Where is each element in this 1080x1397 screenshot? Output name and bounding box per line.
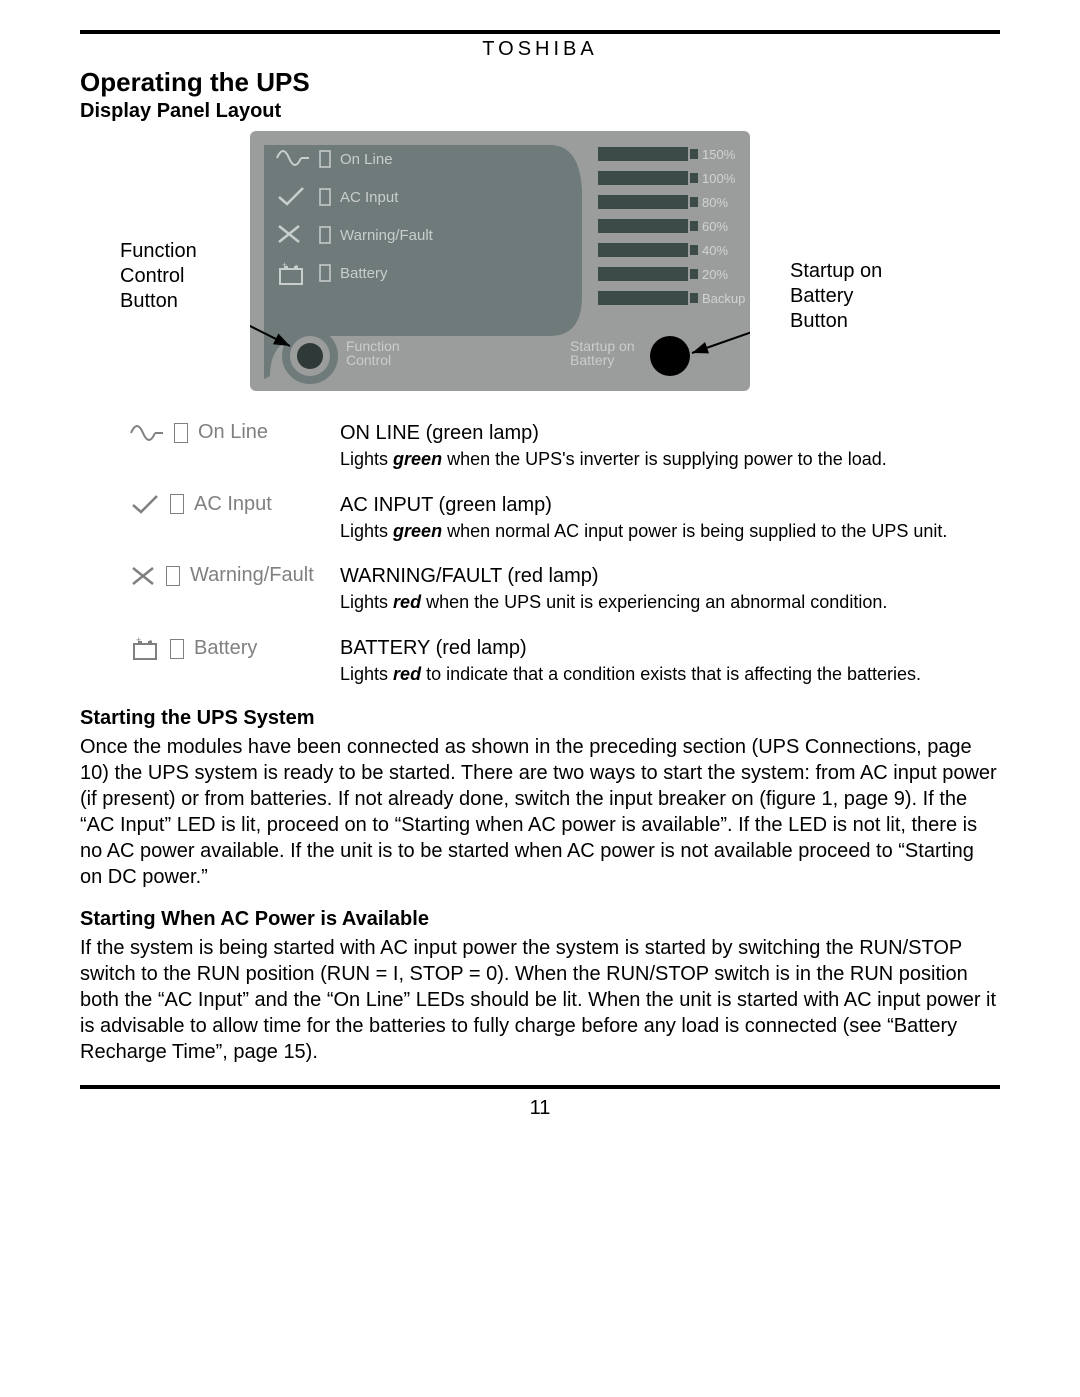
svg-text:On Line: On Line: [340, 151, 393, 168]
indicator-text: AC INPUT (green lamp) Lights green when …: [340, 493, 1000, 543]
page-title: Operating the UPS: [80, 67, 1000, 98]
led-icon: [170, 639, 184, 659]
indicator-keyword: red: [393, 664, 421, 684]
indicator-title: ON LINE (green lamp): [340, 421, 1000, 446]
callout-function-control: FunctionControlButton: [120, 239, 230, 314]
indicator-row: Warning/Fault WARNING/FAULT (red lamp) L…: [80, 564, 1000, 614]
para-starting-ups: Once the modules have been connected as …: [80, 734, 1000, 890]
header-rule: [80, 30, 1000, 34]
indicator-definitions: On Line ON LINE (green lamp) Lights gree…: [80, 421, 1000, 685]
svg-text:Battery: Battery: [340, 265, 388, 282]
svg-text:Backup: Backup: [702, 291, 745, 306]
indicator-body: Lights green when the UPS's inverter is …: [340, 448, 1000, 471]
indicator-keyword: green: [393, 449, 442, 469]
led-icon: [174, 423, 188, 443]
para-starting-ac: If the system is being started with AC i…: [80, 935, 1000, 1065]
section-starting-ups: Starting the UPS System: [80, 707, 1000, 730]
callout-startup-battery: Startup onBatteryButton: [790, 259, 930, 334]
brand-label: TOSHIBA: [80, 38, 1000, 61]
indicator-icon: On Line: [80, 421, 340, 444]
indicator-row: On Line ON LINE (green lamp) Lights gree…: [80, 421, 1000, 471]
section-starting-ac: Starting When AC Power is Available: [80, 908, 1000, 931]
svg-text:Warning/Fault: Warning/Fault: [340, 227, 434, 244]
indicator-text: ON LINE (green lamp) Lights green when t…: [340, 421, 1000, 471]
indicator-body: Lights red when the UPS unit is experien…: [340, 591, 1000, 614]
indicator-icon-label: On Line: [198, 421, 268, 444]
svg-text:100%: 100%: [702, 171, 736, 186]
indicator-icon: AC Input: [80, 493, 340, 516]
svg-text:80%: 80%: [702, 195, 728, 210]
indicator-keyword: red: [393, 592, 421, 612]
section-display-panel: Display Panel Layout: [80, 100, 1000, 123]
page-number: 11: [80, 1097, 1000, 1120]
indicator-keyword: green: [393, 521, 442, 541]
svg-text:20%: 20%: [702, 267, 728, 282]
display-panel-diagram: FunctionControlButton Startup onBatteryB…: [80, 131, 1000, 411]
indicator-icon-label: Warning/Fault: [190, 564, 314, 587]
led-icon: [170, 494, 184, 514]
indicator-icon-label: Battery: [194, 637, 257, 660]
indicator-icon-label: AC Input: [194, 493, 272, 516]
svg-text:60%: 60%: [702, 219, 728, 234]
indicator-text: WARNING/FAULT (red lamp) Lights red when…: [340, 564, 1000, 614]
indicator-row: + - Battery BATTERY (red lamp) Lights re…: [80, 636, 1000, 686]
indicator-title: WARNING/FAULT (red lamp): [340, 564, 1000, 589]
indicator-body: Lights green when normal AC input power …: [340, 520, 1000, 543]
svg-text:40%: 40%: [702, 243, 728, 258]
panel-svg: On Line AC Input Warning/Fault + -: [250, 131, 750, 391]
indicator-text: BATTERY (red lamp) Lights red to indicat…: [340, 636, 1000, 686]
indicator-title: BATTERY (red lamp): [340, 636, 1000, 661]
led-icon: [166, 566, 180, 586]
indicator-icon: Warning/Fault: [80, 564, 340, 587]
footer-rule: [80, 1085, 1000, 1089]
indicator-body: Lights red to indicate that a condition …: [340, 663, 1000, 686]
indicator-title: AC INPUT (green lamp): [340, 493, 1000, 518]
indicator-row: AC Input AC INPUT (green lamp) Lights gr…: [80, 493, 1000, 543]
indicator-icon: + - Battery: [80, 636, 340, 662]
svg-text:150%: 150%: [702, 147, 736, 162]
svg-text:AC Input: AC Input: [340, 189, 399, 206]
